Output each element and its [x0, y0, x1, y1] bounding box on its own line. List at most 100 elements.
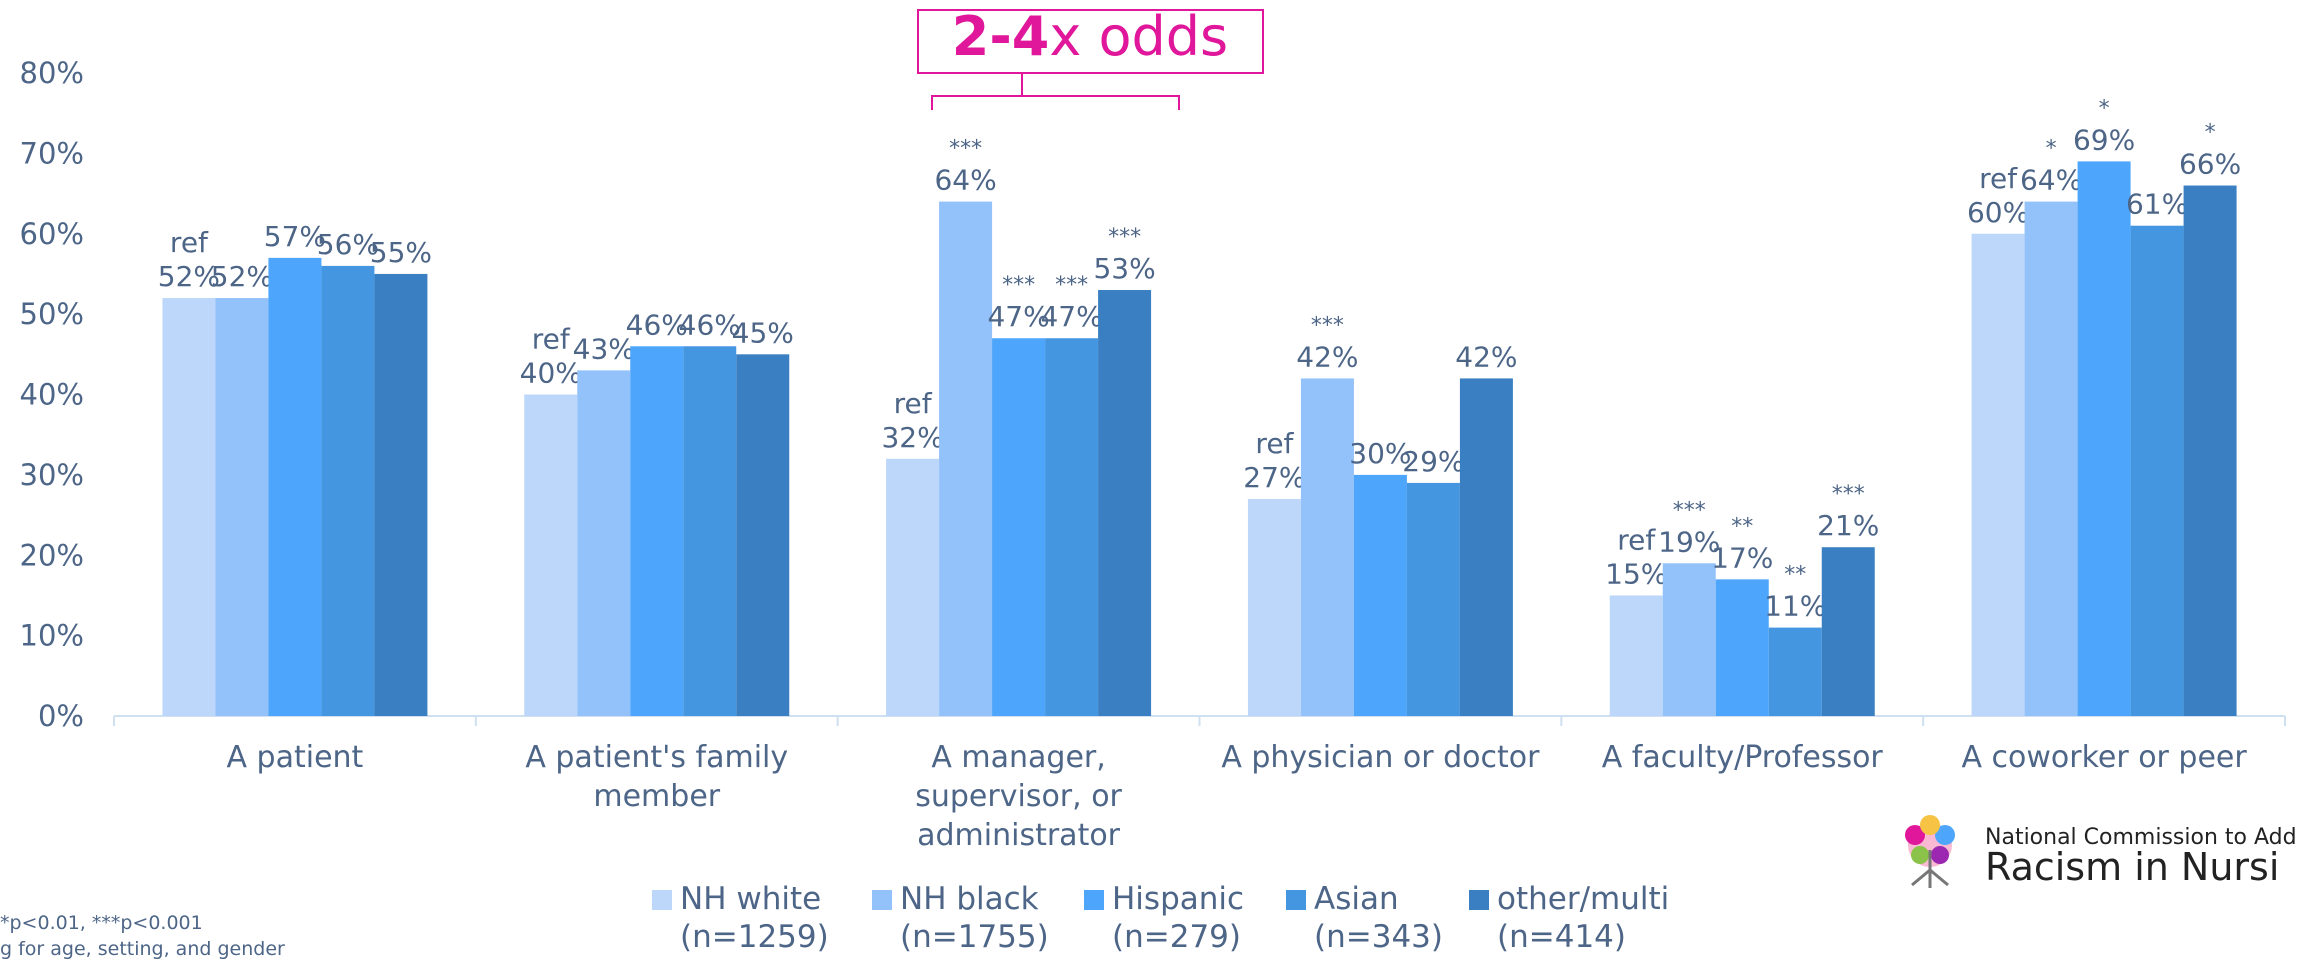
- bar: [1971, 233, 2025, 716]
- bar: [162, 298, 216, 716]
- bar: [1045, 338, 1099, 716]
- footnote: g for age, setting, and gender: [0, 938, 285, 960]
- significance-marker: ref: [1255, 427, 1294, 460]
- significance-marker: *: [2205, 121, 2216, 146]
- legend-swatch: [1084, 890, 1104, 910]
- value-label: 47%: [987, 300, 1049, 333]
- y-tick-label: 10%: [20, 619, 84, 653]
- legend-item: Hispanic (n=279): [1084, 880, 1244, 956]
- footnote: *p<0.01, ***p<0.001: [0, 912, 203, 934]
- value-label: 60%: [1967, 196, 2029, 229]
- value-label: 52%: [211, 260, 273, 293]
- bar: [321, 265, 375, 716]
- bar: [630, 346, 684, 716]
- bar: [736, 354, 790, 716]
- legend-n: (n=1259): [680, 919, 829, 955]
- legend-label: NH black: [900, 881, 1039, 917]
- bar: [939, 201, 993, 717]
- x-tick-label: A physician or doctor: [1221, 740, 1540, 775]
- significance-marker: ref: [1979, 162, 2018, 195]
- legend-n: (n=414): [1497, 919, 1626, 955]
- value-label: 46%: [679, 308, 741, 341]
- value-label: 55%: [370, 236, 432, 269]
- value-label: 17%: [1711, 541, 1773, 574]
- value-label: 42%: [1455, 340, 1517, 373]
- x-tick-label: A patient: [226, 740, 364, 775]
- value-label: 64%: [934, 164, 996, 197]
- value-label: 21%: [1817, 509, 1879, 542]
- x-tick-label: A patient's family member: [525, 740, 789, 814]
- value-label: 30%: [1349, 437, 1411, 470]
- bar: [2024, 201, 2078, 717]
- value-label: 64%: [2020, 164, 2082, 197]
- bar: [1662, 563, 1716, 716]
- significance-marker: ***: [1311, 313, 1344, 338]
- value-label: 61%: [2126, 188, 2188, 221]
- bar: [268, 257, 322, 716]
- bar: [1300, 378, 1354, 716]
- logo: National Commission to Add Racism in Nur…: [1905, 815, 2297, 889]
- y-tick-label: 40%: [20, 378, 84, 412]
- significance-marker: ***: [1832, 482, 1865, 507]
- bar: [1459, 378, 1513, 716]
- value-label: 66%: [2179, 148, 2241, 181]
- legend-n: (n=1755): [900, 919, 1049, 955]
- value-label: 56%: [317, 228, 379, 261]
- legend-n: (n=279): [1112, 919, 1241, 955]
- bar: [1821, 547, 1875, 716]
- annotation-text: x odds: [1049, 5, 1228, 68]
- significance-marker: ***: [1055, 273, 1088, 298]
- annotation-bracket: [931, 73, 1180, 110]
- bar: [524, 394, 578, 716]
- legend-item: Asian (n=343): [1286, 880, 1443, 956]
- value-label: 15%: [1605, 557, 1667, 590]
- legend-item: NH white (n=1259): [652, 880, 829, 956]
- annotation-emphasis: 2-4: [952, 5, 1050, 68]
- bar: [1406, 482, 1460, 716]
- value-label: 40%: [520, 357, 582, 390]
- bar: [683, 346, 737, 716]
- significance-marker: ***: [1108, 225, 1141, 250]
- value-label: 29%: [1402, 445, 1464, 478]
- bar: [1609, 595, 1663, 716]
- value-label: 47%: [1040, 300, 1102, 333]
- y-tick-label: 60%: [20, 217, 84, 251]
- legend-swatch: [872, 890, 892, 910]
- logo-line2: Racism in Nursi: [1985, 845, 2279, 889]
- bar: [215, 298, 269, 716]
- legend-item: other/multi (n=414): [1469, 880, 1669, 956]
- significance-marker: **: [1784, 563, 1806, 588]
- significance-marker: *: [2099, 96, 2110, 121]
- bar: [886, 458, 940, 716]
- annotation-box: [917, 9, 1264, 74]
- value-label: 57%: [264, 220, 326, 253]
- x-tick-label: A manager, supervisor, or administrator: [915, 740, 1122, 853]
- value-label: 27%: [1243, 461, 1305, 494]
- significance-marker: ref: [532, 323, 571, 356]
- bar: [1247, 498, 1301, 716]
- value-label: 43%: [573, 332, 635, 365]
- significance-marker: ***: [1002, 273, 1035, 298]
- y-tick-label: 50%: [20, 297, 84, 331]
- bar: [2077, 161, 2131, 717]
- value-label: 46%: [626, 308, 688, 341]
- value-label: 19%: [1658, 525, 1720, 558]
- logo-line1: National Commission to Add: [1985, 825, 2297, 850]
- significance-marker: *: [2046, 137, 2057, 162]
- y-tick-label: 70%: [20, 136, 84, 170]
- legend-label: other/multi: [1497, 881, 1670, 917]
- legend-item: NH black (n=1755): [872, 880, 1049, 956]
- bar: [992, 338, 1046, 716]
- value-label: 11%: [1764, 590, 1826, 623]
- legend-label: Asian: [1314, 881, 1399, 917]
- significance-marker: **: [1731, 514, 1753, 539]
- value-label: 69%: [2073, 123, 2135, 156]
- y-tick-label: 30%: [20, 458, 84, 492]
- value-label: 52%: [158, 260, 220, 293]
- legend-swatch: [652, 890, 672, 910]
- legend-n: (n=343): [1314, 919, 1443, 955]
- bar: [1768, 627, 1822, 716]
- y-tick-label: 20%: [20, 538, 84, 572]
- legend-label: NH white: [680, 881, 822, 917]
